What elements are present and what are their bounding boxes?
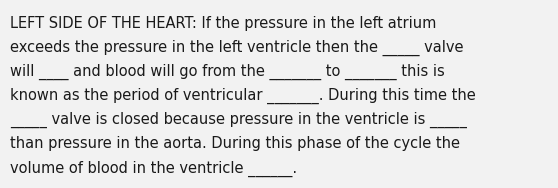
Text: will ____ and blood will go from the _______ to _______ this is: will ____ and blood will go from the ___… xyxy=(10,64,445,80)
Text: exceeds the pressure in the left ventricle then the _____ valve: exceeds the pressure in the left ventric… xyxy=(10,40,464,56)
Text: _____ valve is closed because pressure in the ventricle is _____: _____ valve is closed because pressure i… xyxy=(10,112,467,128)
Text: than pressure in the aorta. During this phase of the cycle the: than pressure in the aorta. During this … xyxy=(10,136,460,151)
Text: LEFT SIDE OF THE HEART: If the pressure in the left atrium: LEFT SIDE OF THE HEART: If the pressure … xyxy=(10,16,436,31)
Text: known as the period of ventricular _______. During this time the: known as the period of ventricular _____… xyxy=(10,88,476,104)
Text: volume of blood in the ventricle ______.: volume of blood in the ventricle ______. xyxy=(10,160,297,177)
